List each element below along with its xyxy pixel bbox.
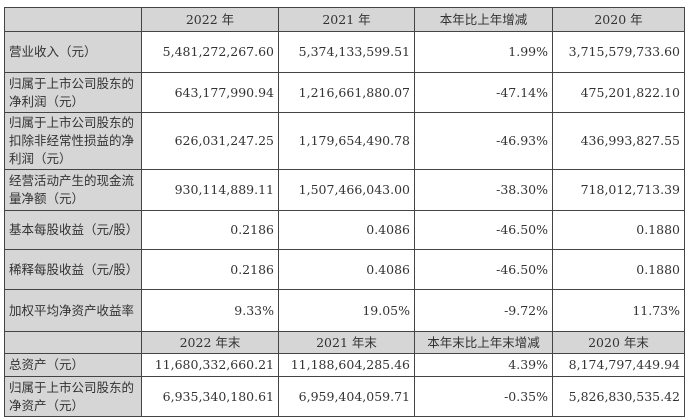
column-header: 2021 年末: [278, 331, 415, 354]
table-row: 经营活动产生的现金流量净额（元） 930,114,889.11 1,507,466,…: [4, 169, 685, 211]
table-row: 归属于上市公司股东的扣除非经常性损益的净利润（元） 626,031,247.25 1…: [4, 112, 685, 170]
table-cell: 643,177,990.94: [141, 72, 279, 113]
row-label: 稀释每股收益（元/股）: [4, 249, 142, 290]
table-cell: 6,959,404,059.71: [278, 376, 415, 417]
table-cell: 475,201,822.10: [552, 72, 685, 113]
table-cell: 5,481,272,267.60: [141, 31, 279, 73]
table-cell: 11,188,604,285.46: [278, 353, 415, 377]
table-cell: 0.2186: [141, 210, 279, 250]
table-cell: 930,114,889.11: [141, 169, 279, 211]
table-row: 归属于上市公司股东的净利润（元） 643,177,990.94 1,216,661,…: [4, 72, 685, 113]
row-label: 营业收入（元）: [4, 31, 142, 73]
row-label: 归属于上市公司股东的净资产（元）: [4, 376, 142, 417]
financial-summary-table: 2022 年 2021 年本年比上年增减 2020 年营业收入（元） 5,481,27…: [4, 7, 685, 417]
table-row: 基本每股收益（元/股） 0.2186 0.4086 -46.50% 0.1880: [4, 210, 685, 250]
table-cell: -9.72%: [414, 289, 553, 332]
table-cell: 4.39%: [414, 353, 553, 377]
table-cell: 0.4086: [278, 210, 415, 250]
column-header: 2022 年末: [141, 331, 279, 354]
table-cell: -0.35%: [414, 376, 553, 417]
table-cell: 1,507,466,043.00: [278, 169, 415, 211]
table-cell: 11,680,332,660.21: [141, 353, 279, 377]
row-label: 总资产（元）: [4, 353, 142, 377]
table-cell: -46.50%: [414, 249, 553, 290]
row-label: 基本每股收益（元/股）: [4, 210, 142, 250]
table-cell: 1,216,661,880.07: [278, 72, 415, 113]
table-cell: 19.05%: [278, 289, 415, 332]
column-header: 2021 年: [278, 7, 415, 32]
column-header: 2022 年: [141, 7, 279, 32]
column-header: [4, 7, 142, 32]
table-cell: 436,993,827.55: [552, 112, 685, 170]
column-header: 2020 年: [552, 7, 685, 32]
table-cell: 8,174,797,449.94: [552, 353, 685, 377]
table-cell: 9.33%: [141, 289, 279, 332]
column-header: 本年末比上年末增减: [414, 331, 553, 354]
column-header: 本年比上年增减: [414, 7, 553, 32]
table-cell: 1.99%: [414, 31, 553, 73]
header-row: 2022 年 2021 年本年比上年增减 2020 年: [4, 7, 685, 32]
row-label: 归属于上市公司股东的扣除非经常性损益的净利润（元）: [4, 112, 142, 170]
table-row: 营业收入（元） 5,481,272,267.60 5,374,133,599.51 1…: [4, 31, 685, 73]
table-cell: 6,935,340,180.61: [141, 376, 279, 417]
table-cell: 1,179,654,490.78: [278, 112, 415, 170]
table-cell: 718,012,713.39: [552, 169, 685, 211]
table-row: 加权平均净资产收益率 9.33% 19.05% -9.72% 11.73%: [4, 289, 685, 332]
table-cell: 0.1880: [552, 249, 685, 290]
table-cell: 11.73%: [552, 289, 685, 332]
table-cell: -46.93%: [414, 112, 553, 170]
table-cell: -38.30%: [414, 169, 553, 211]
table-row: 归属于上市公司股东的净资产（元） 6,935,340,180.61 6,959,40…: [4, 376, 685, 417]
table-cell: 5,374,133,599.51: [278, 31, 415, 73]
table-row: 稀释每股收益（元/股） 0.2186 0.4086 -46.50% 0.1880: [4, 249, 685, 290]
table-cell: 5,826,830,535.42: [552, 376, 685, 417]
table-cell: 3,715,579,733.60: [552, 31, 685, 73]
table-cell: 0.4086: [278, 249, 415, 290]
table-cell: 0.1880: [552, 210, 685, 250]
header-row: 2022 年末 2021 年末 本年末比上年末增减 2020 年末: [4, 331, 685, 354]
table-row: 总资产（元） 11,680,332,660.21 11,188,604,285.46…: [4, 353, 685, 377]
table-cell: -47.14%: [414, 72, 553, 113]
row-label: 加权平均净资产收益率: [4, 289, 142, 332]
table-cell: 626,031,247.25: [141, 112, 279, 170]
row-label: 归属于上市公司股东的净利润（元）: [4, 72, 142, 113]
column-header: [4, 331, 142, 354]
row-label: 经营活动产生的现金流量净额（元）: [4, 169, 142, 211]
table-cell: 0.2186: [141, 249, 279, 290]
column-header: 2020 年末: [552, 331, 685, 354]
table-cell: -46.50%: [414, 210, 553, 250]
